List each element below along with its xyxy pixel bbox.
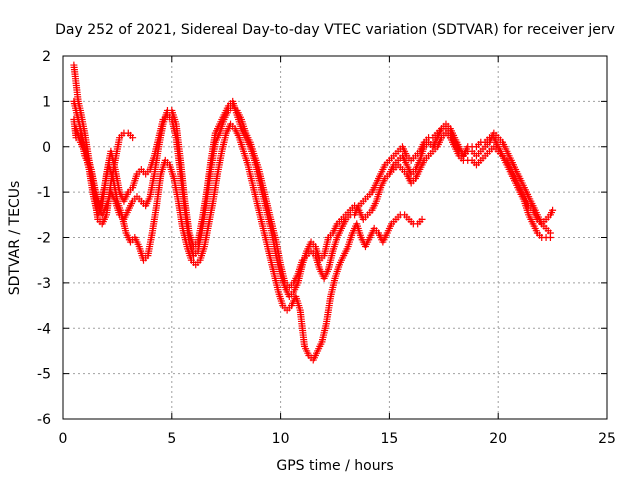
y-tick-label: 0 bbox=[42, 140, 51, 156]
data-point bbox=[546, 234, 554, 241]
chart-title: Day 252 of 2021, Sidereal Day-to-day VTE… bbox=[55, 22, 615, 38]
y-tick-label: -2 bbox=[37, 231, 51, 247]
series-trace-b bbox=[70, 61, 554, 300]
axis-ticks: 0 5 10 15 20 25 -6 -5 -4 -3 -2 -1 0 1 2 bbox=[37, 49, 616, 447]
data-point bbox=[549, 206, 557, 214]
x-tick-label: 20 bbox=[489, 431, 507, 447]
x-tick-label: 10 bbox=[272, 431, 290, 447]
data-point bbox=[129, 134, 137, 142]
data-point bbox=[418, 215, 426, 223]
y-tick-label: -5 bbox=[37, 367, 51, 383]
x-tick-label: 0 bbox=[59, 431, 68, 447]
y-tick-label: -3 bbox=[37, 276, 51, 292]
y-tick-label: -4 bbox=[37, 321, 51, 337]
y-tick-label: 2 bbox=[42, 49, 51, 65]
y-tick-label: 1 bbox=[42, 94, 51, 110]
y-axis-title: SDTVAR / TECUs bbox=[7, 181, 23, 296]
series-trace-e bbox=[390, 129, 554, 241]
y-tick-label: -6 bbox=[37, 412, 51, 428]
data-points bbox=[70, 61, 557, 364]
x-axis-title: GPS time / hours bbox=[276, 458, 393, 474]
x-tick-label: 25 bbox=[598, 431, 616, 447]
y-tick-label: -1 bbox=[37, 185, 51, 201]
x-tick-label: 15 bbox=[380, 431, 398, 447]
series-trace-d bbox=[72, 102, 557, 291]
x-tick-label: 5 bbox=[167, 431, 176, 447]
